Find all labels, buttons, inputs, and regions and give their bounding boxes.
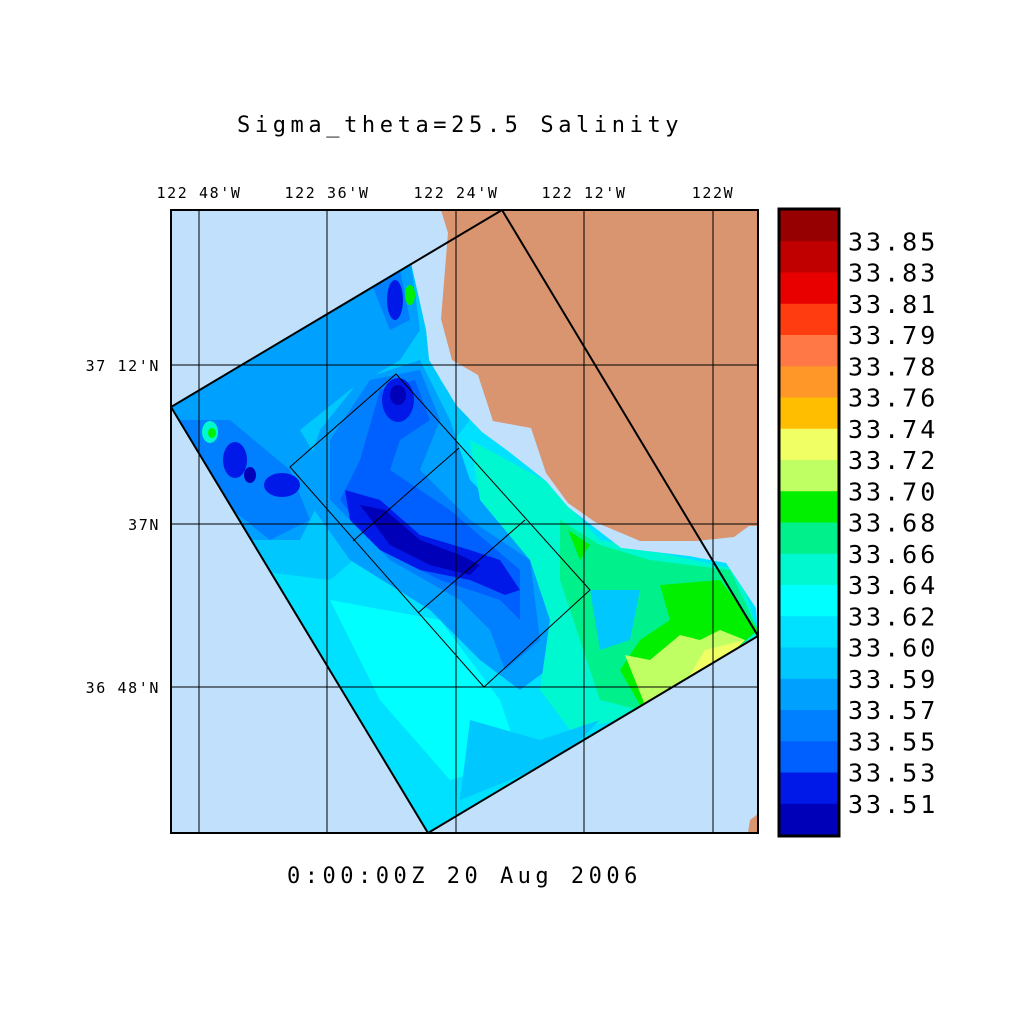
colorbar-band bbox=[780, 803, 838, 836]
x-tick-label: 122 24'W bbox=[413, 184, 498, 202]
colorbar-label: 33.62 bbox=[848, 602, 938, 631]
colorbar-label: 33.68 bbox=[848, 509, 938, 538]
plot-title: Sigma_theta=25.5 Salinity bbox=[237, 113, 683, 138]
colorbar-label: 33.78 bbox=[848, 352, 938, 381]
model-domain-outline bbox=[171, 210, 758, 833]
y-tick-labels: 37 12'N 37N 36 48'N bbox=[86, 357, 160, 697]
colorbar-label: 33.74 bbox=[848, 415, 938, 444]
colorbar-band bbox=[780, 460, 838, 492]
x-tick-label: 122W bbox=[692, 184, 735, 202]
colorbar-band bbox=[780, 272, 838, 305]
colorbar-label: 33.72 bbox=[848, 446, 938, 475]
colorbar-band bbox=[780, 428, 838, 461]
colorbar-band bbox=[780, 397, 838, 430]
colorbar-label: 33.79 bbox=[848, 321, 938, 350]
colorbar-frame bbox=[777, 207, 841, 838]
land-islet bbox=[748, 814, 758, 833]
colorbar-label: 33.55 bbox=[848, 727, 938, 756]
colorbar-band bbox=[780, 210, 838, 242]
colorbar-band bbox=[780, 522, 838, 555]
colorbar-band bbox=[780, 491, 838, 523]
colorbar-label: 33.51 bbox=[848, 790, 938, 819]
colorbar-band bbox=[780, 647, 838, 680]
colorbar-band bbox=[780, 335, 838, 367]
colorbar-label: 33.57 bbox=[848, 696, 938, 725]
colorbar-band bbox=[780, 616, 838, 648]
colorbar-band bbox=[780, 710, 838, 742]
colorbar-band bbox=[780, 553, 838, 586]
colorbar-label: 33.59 bbox=[848, 665, 938, 694]
colorbar-band bbox=[780, 241, 838, 273]
colorbar-band bbox=[780, 366, 838, 398]
sub-domain-boxes bbox=[289, 373, 591, 688]
colorbar-label: 33.53 bbox=[848, 759, 938, 788]
colorbar-band bbox=[780, 772, 838, 805]
y-tick-label: 36 48'N bbox=[86, 679, 160, 697]
colorbar-label: 33.85 bbox=[848, 227, 938, 256]
colorbar-band bbox=[780, 585, 838, 617]
y-tick-label: 37N bbox=[128, 516, 160, 534]
land-mass bbox=[441, 210, 758, 541]
plot-frame bbox=[170, 209, 759, 834]
colorbar-label: 33.70 bbox=[848, 477, 938, 506]
colorbar-band bbox=[780, 678, 838, 711]
x-tick-labels: 122 48'W 122 36'W 122 24'W 122 12'W 122W bbox=[156, 184, 735, 202]
colorbar-label: 33.76 bbox=[848, 384, 938, 413]
colorbar-label: 33.83 bbox=[848, 259, 938, 288]
colorbar-label: 33.60 bbox=[848, 634, 938, 663]
x-tick-label: 122 36'W bbox=[284, 184, 369, 202]
colorbar-label: 33.66 bbox=[848, 540, 938, 569]
y-tick-label: 37 12'N bbox=[86, 357, 160, 375]
map-area bbox=[171, 210, 758, 833]
colorbar-band bbox=[780, 303, 838, 336]
time-label: 0:00:00Z 20 Aug 2006 bbox=[287, 864, 642, 889]
colorbar-band bbox=[780, 741, 838, 773]
colorbar-label: 33.64 bbox=[848, 571, 938, 600]
colorbar-label: 33.81 bbox=[848, 290, 938, 319]
x-tick-label: 122 12'W bbox=[541, 184, 626, 202]
x-tick-label: 122 48'W bbox=[156, 184, 241, 202]
